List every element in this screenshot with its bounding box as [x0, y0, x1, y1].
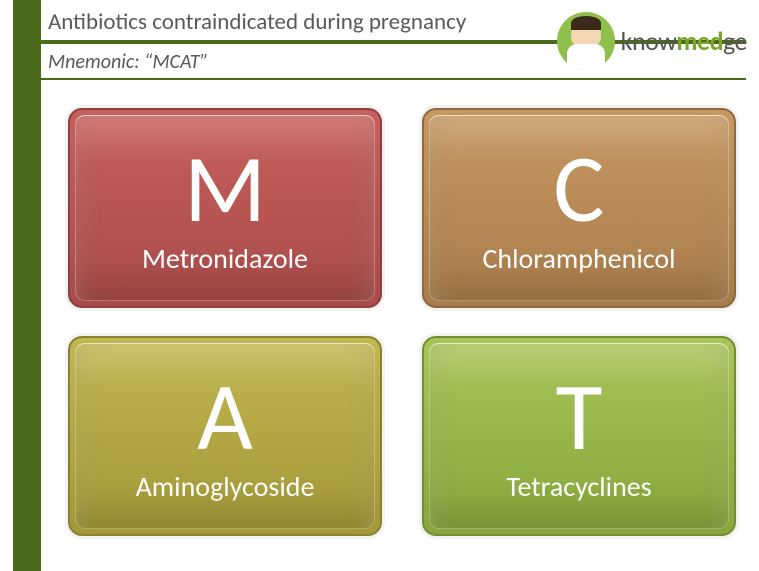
subtitle-underline: [13, 78, 746, 80]
mnemonic-grid: M Metronidazole C Chloramphenicol A Amin…: [68, 108, 736, 536]
brand-wordmark: knowmedge: [621, 25, 747, 57]
card-label: Metronidazole: [142, 241, 308, 276]
logo-part-med: med: [676, 25, 723, 57]
logo-part-ow: ow: [645, 25, 676, 57]
card-label: Aminoglycoside: [136, 469, 315, 504]
logo-part-ge: ge: [723, 25, 747, 57]
brand-logo: knowmedge: [557, 12, 747, 70]
doctor-avatar-icon: [557, 12, 615, 70]
card-m: M Metronidazole: [68, 108, 382, 308]
subtitle: Mnemonic: “MCAT”: [48, 50, 209, 74]
card-label: Tetracyclines: [506, 469, 651, 504]
card-letter: A: [197, 369, 253, 465]
card-letter: T: [556, 369, 603, 465]
logo-part-kn: kn: [621, 25, 645, 57]
copyright-text: Intellectual Property of Knowmedge.com: [0, 369, 2, 567]
card-label: Chloramphenicol: [482, 241, 675, 276]
card-letter: C: [553, 141, 604, 237]
card-c: C Chloramphenicol: [422, 108, 736, 308]
card-letter: M: [184, 141, 266, 237]
card-t: T Tetracyclines: [422, 336, 736, 536]
card-a: A Aminoglycoside: [68, 336, 382, 536]
sidebar-stripe: [13, 0, 41, 571]
